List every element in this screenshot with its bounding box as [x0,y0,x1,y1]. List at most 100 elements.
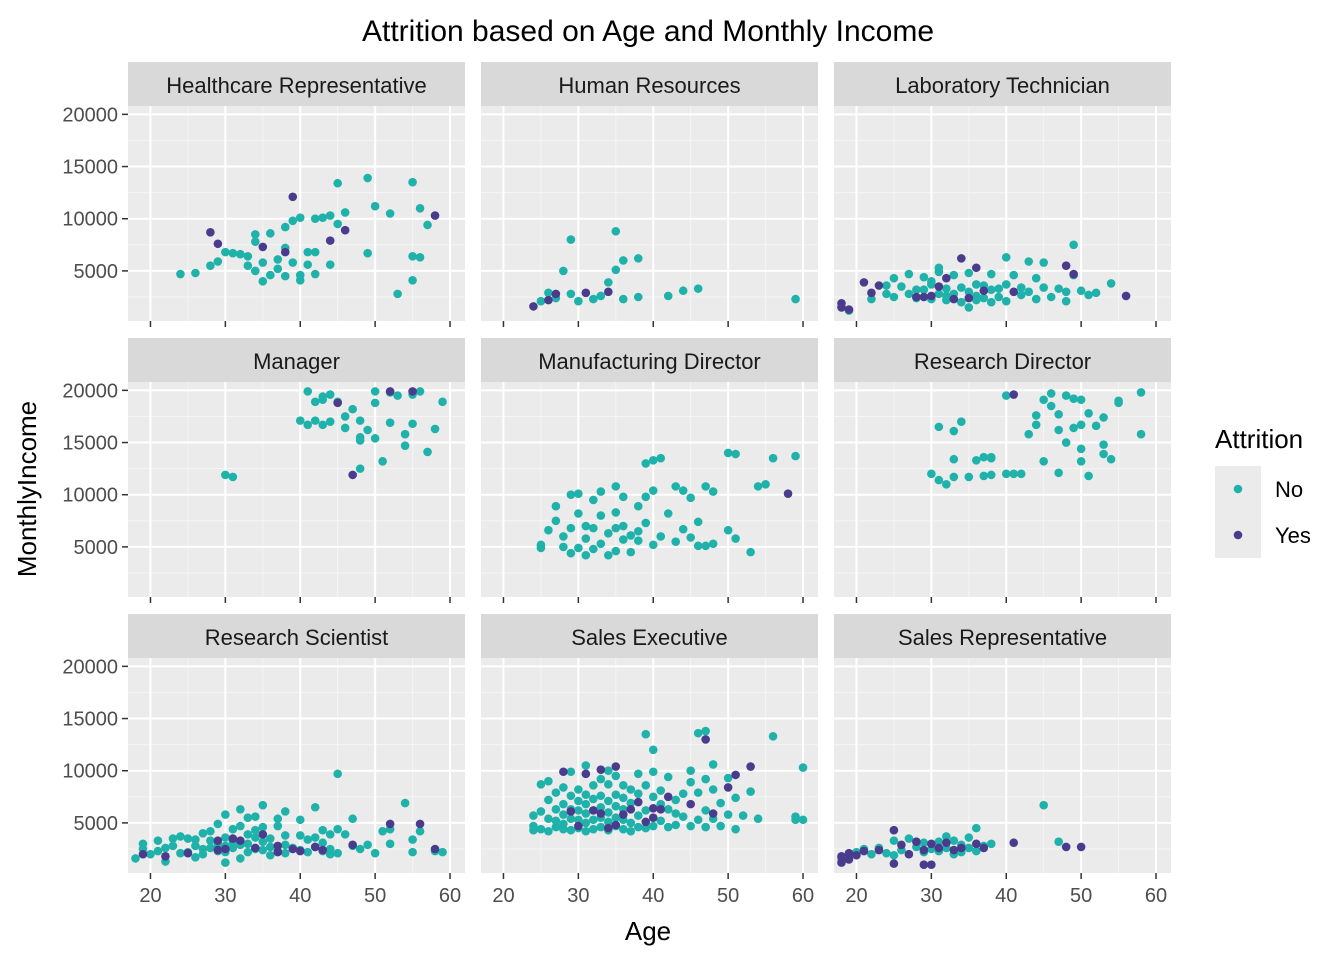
data-point-no [596,802,606,812]
data-point-no [618,256,628,265]
facet-strip [128,62,465,106]
data-point-no [529,811,538,820]
x-tick-label: 60 [792,885,814,907]
facet-strip-label: Human Resources [558,73,740,98]
data-point-no [994,284,1004,293]
data-point-no [716,821,725,831]
data-point-no [258,845,268,855]
data-point-no [385,418,395,428]
data-point-no [213,819,223,829]
data-point-no [723,448,733,458]
data-point-yes [731,770,740,780]
data-point-no [280,848,290,858]
y-tick-label: 5000 [74,537,119,559]
data-point-no [671,809,681,818]
data-point-no [663,805,673,814]
data-point-no [566,523,576,533]
panel-background [128,382,465,597]
data-point-no [731,449,740,459]
data-point-yes [971,263,981,273]
data-point-no [251,833,260,842]
data-point-no [363,425,372,435]
data-point-no [544,776,553,786]
data-point-no [1091,288,1101,298]
data-point-no [1061,296,1071,306]
x-tick-label: 60 [439,885,461,907]
data-point-no [723,810,733,819]
data-point-no [867,849,876,859]
data-point-no [310,397,320,407]
data-point-no [243,830,253,839]
data-point-no [295,270,305,280]
data-point-yes [904,849,914,859]
data-point-no [897,282,906,291]
data-point-yes [949,294,959,304]
data-point-no [544,525,553,535]
data-point-no [648,767,658,777]
data-point-no [618,793,628,803]
data-point-no [574,785,583,794]
data-point-no [604,779,613,789]
data-point-no [574,543,583,553]
data-point-yes [919,845,929,855]
data-point-no [206,843,215,853]
data-point-no [566,548,576,558]
data-point-no [1001,280,1011,289]
data-point-no [295,416,305,425]
data-point-no [423,447,432,457]
data-point-no [964,472,974,482]
data-point-no [604,796,613,806]
data-point-yes [957,254,966,263]
data-point-no [589,815,598,825]
data-point-no [295,831,305,840]
data-point-no [882,848,891,858]
data-point-yes [837,858,846,867]
data-point-no [693,788,703,797]
data-point-no [408,419,417,429]
data-point-no [566,490,576,500]
data-point-yes [1076,842,1086,852]
data-point-no [1076,420,1086,430]
data-point-no [882,289,891,299]
data-point-no [363,840,372,850]
data-point-no [641,518,651,528]
data-point-no [1054,410,1063,419]
data-point-no [753,814,763,824]
data-point-no [867,294,876,304]
data-point-no [738,811,748,820]
data-point-no [280,840,290,850]
data-point-yes [889,825,899,835]
data-point-no [348,814,357,824]
facet-strip [481,338,818,382]
data-point-no [596,487,606,496]
data-point-no [798,763,808,772]
facet-strip [128,614,465,658]
data-point-no [221,470,230,480]
facet-strip-label: Research Scientist [205,625,388,650]
data-point-no [574,806,583,815]
y-tick-label: 5000 [74,813,119,835]
data-point-yes [280,247,290,257]
data-point-no [333,848,342,858]
panel-background [481,106,818,321]
panel-background [834,658,1171,873]
data-point-no [258,258,268,267]
data-point-yes [618,810,628,819]
data-point-no [303,835,313,844]
data-point-no [746,787,755,796]
data-point-yes [663,792,673,802]
data-point-no [656,453,666,463]
data-point-no [979,293,989,303]
data-point-no [408,847,417,857]
data-point-no [986,285,996,294]
data-point-no [243,251,253,261]
data-point-yes [783,489,793,498]
data-point-no [1069,240,1078,250]
data-point-no [589,523,598,533]
data-point-no [415,203,425,213]
data-point-no [626,547,636,557]
data-point-yes [596,809,606,818]
data-point-no [581,809,591,818]
